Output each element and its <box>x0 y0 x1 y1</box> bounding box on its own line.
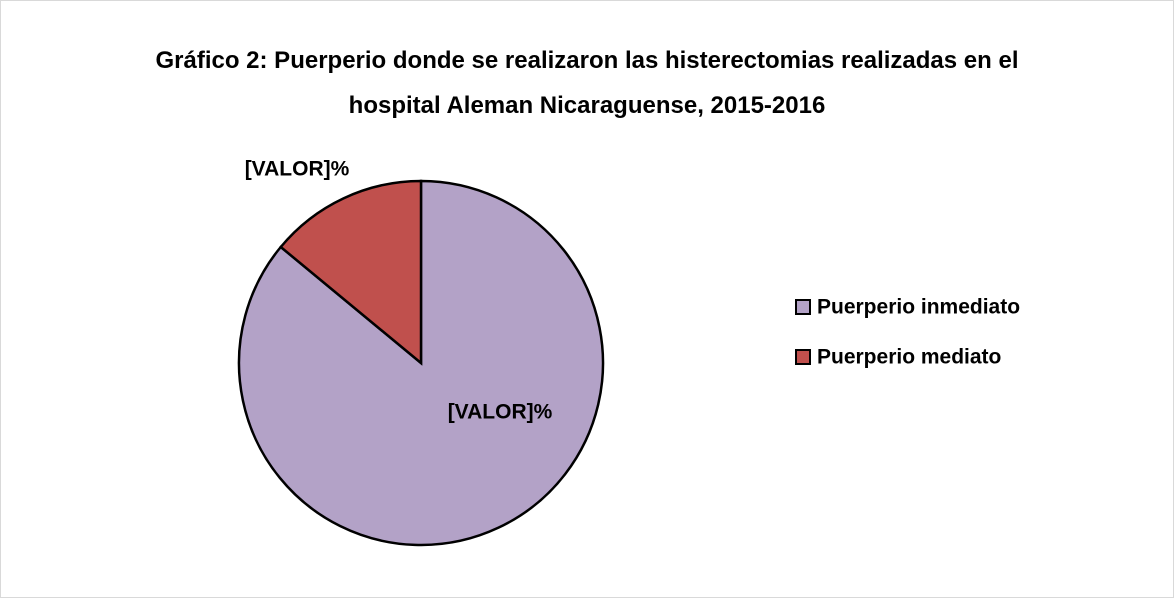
legend-swatch <box>795 299 811 315</box>
pie-slice <box>279 179 423 366</box>
data-label: [VALOR]% <box>245 158 350 181</box>
legend-label: Puerperio inmediato <box>817 296 1020 319</box>
data-label: [VALOR]% <box>448 401 553 424</box>
legend-swatch <box>795 349 811 365</box>
chart-title: Gráfico 2: Puerperio donde se realizaron… <box>155 47 1019 119</box>
legend-label: Puerperio mediato <box>817 346 1001 369</box>
